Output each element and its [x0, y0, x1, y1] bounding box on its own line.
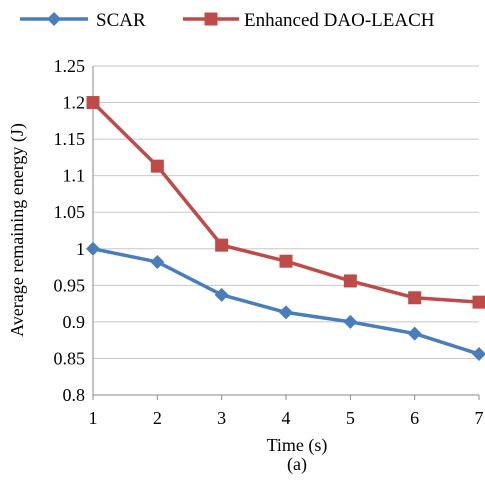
legend-label: Enhanced DAO-LEACH — [244, 10, 435, 31]
y-tick-label: 1.15 — [54, 129, 86, 149]
y-tick-label: 0.8 — [63, 385, 86, 405]
data-point — [279, 305, 293, 319]
data-point — [280, 255, 293, 268]
data-point — [408, 327, 422, 341]
x-tick-label: 4 — [282, 408, 291, 428]
axes — [93, 66, 479, 400]
data-point — [151, 160, 164, 173]
data-point — [150, 255, 164, 269]
x-tick-label: 2 — [153, 408, 162, 428]
y-tick-label: 0.85 — [54, 348, 86, 368]
series-2 — [87, 96, 485, 309]
data-point — [472, 347, 485, 361]
y-tick-label: 1 — [76, 239, 85, 259]
legend-label: SCAR — [96, 10, 146, 31]
legend-marker — [205, 13, 218, 26]
figure-caption: (a) — [287, 454, 307, 475]
data-point — [408, 291, 421, 304]
x-tick-label: 3 — [217, 408, 226, 428]
tick-labels: 0.8 0.85 0.9 0.95 1 1.05 1.1 1.15 1.2 1.25 1 2 3 4 5 6 7 — [54, 56, 484, 428]
y-tick-label: 1.25 — [54, 56, 86, 76]
x-axis-title: Time (s) — [267, 435, 328, 456]
x-tick-label: 7 — [475, 408, 484, 428]
data-point — [344, 274, 357, 287]
x-tick-label: 5 — [346, 408, 355, 428]
data-point — [215, 288, 229, 302]
series-line — [93, 103, 479, 303]
y-tick-label: 1.1 — [63, 166, 86, 186]
legend-marker — [47, 12, 61, 26]
series-layer — [86, 96, 485, 361]
data-point — [343, 315, 357, 329]
data-point — [473, 296, 485, 309]
legend: SCAR Enhanced DAO-LEACH — [20, 10, 435, 31]
y-tick-label: 1.2 — [63, 93, 86, 113]
y-axis-title: Average remaining energy (J) — [7, 123, 28, 337]
y-tick-label: 0.9 — [63, 312, 86, 332]
y-tick-label: 0.95 — [54, 275, 86, 295]
data-point — [87, 96, 100, 109]
data-point — [215, 239, 228, 252]
y-tick-label: 1.05 — [54, 202, 86, 222]
data-point — [86, 242, 100, 256]
x-tick-label: 6 — [410, 408, 419, 428]
x-tick-label: 1 — [89, 408, 98, 428]
